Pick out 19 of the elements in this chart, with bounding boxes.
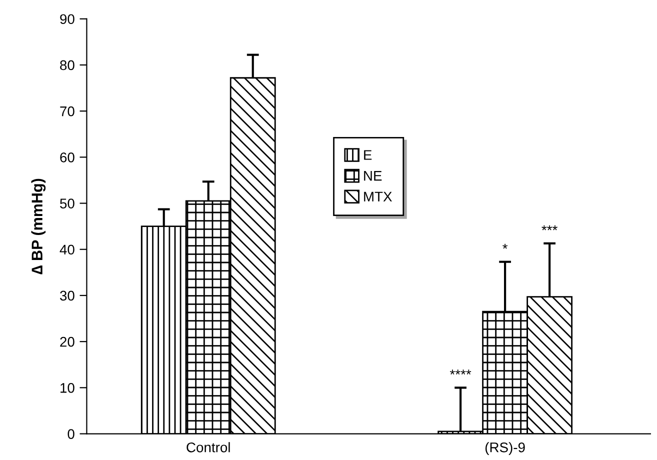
annotation: * <box>502 244 508 249</box>
legend-label: MTX <box>364 192 392 202</box>
y-tick-label: 90 <box>60 14 74 24</box>
y-axis-title: ∆ BP (mmHg) <box>31 178 46 274</box>
annotation: *** <box>542 225 558 230</box>
y-tick-label: 10 <box>60 383 74 393</box>
y-tick-label: 40 <box>60 244 74 255</box>
legend-label: NE <box>364 171 382 181</box>
y-tick-label: 70 <box>60 106 74 116</box>
annotation: **** <box>450 370 472 375</box>
y-tick-label: 20 <box>60 336 74 347</box>
y-tick-label: 0 <box>68 429 74 439</box>
y-tick-label: 50 <box>60 198 74 208</box>
y-tick-label: 60 <box>60 152 74 162</box>
x-tick-label: (RS)-9 <box>485 442 525 456</box>
x-tick-label: Control <box>186 442 230 452</box>
y-tick-label: 30 <box>60 290 74 301</box>
y-tick-label: 80 <box>60 60 74 70</box>
legend-label: E <box>364 150 372 160</box>
